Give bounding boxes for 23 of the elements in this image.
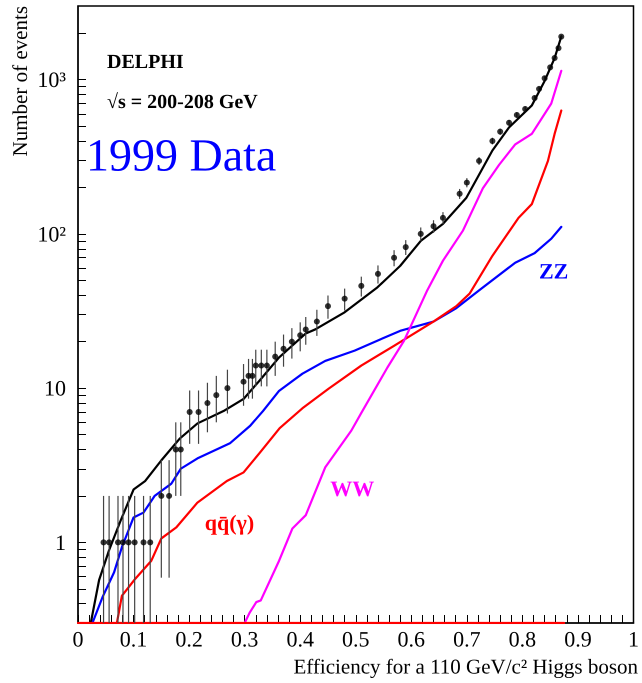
x-tick-label: 0.7	[453, 626, 481, 652]
x-tick-label: 0.5	[342, 626, 370, 652]
x-tick-label: 0.1	[120, 626, 148, 652]
x-tick-label: 0.6	[398, 626, 426, 652]
x-tick-label: 0.3	[230, 626, 258, 652]
y-tick-label: 10	[44, 376, 66, 401]
x-tick-label: 0	[72, 626, 84, 652]
x-tick-label: 0.8	[508, 626, 536, 652]
x-tick-label: 0.4	[286, 626, 314, 652]
y-axis-title: Number of events	[8, 6, 32, 156]
y-tick-label: 10³	[37, 67, 66, 92]
y-tick-label: 1	[55, 530, 66, 555]
annotation: √s = 200-208 GeV	[107, 91, 258, 113]
annotation: DELPHI	[107, 51, 184, 73]
series-label: qq̄(γ)	[204, 510, 254, 536]
x-tick-label: 1	[628, 626, 639, 652]
annotation: 1999 Data	[86, 130, 276, 180]
series-label: WW	[330, 476, 374, 501]
x-tick-label: 0.9	[564, 626, 592, 652]
x-tick-label: 0.2	[175, 626, 203, 652]
series-label: ZZ	[538, 258, 568, 284]
x-axis-title: Efficiency for a 110 GeV/c² Higgs boson	[293, 654, 638, 678]
y-tick-label: 10²	[37, 221, 66, 246]
